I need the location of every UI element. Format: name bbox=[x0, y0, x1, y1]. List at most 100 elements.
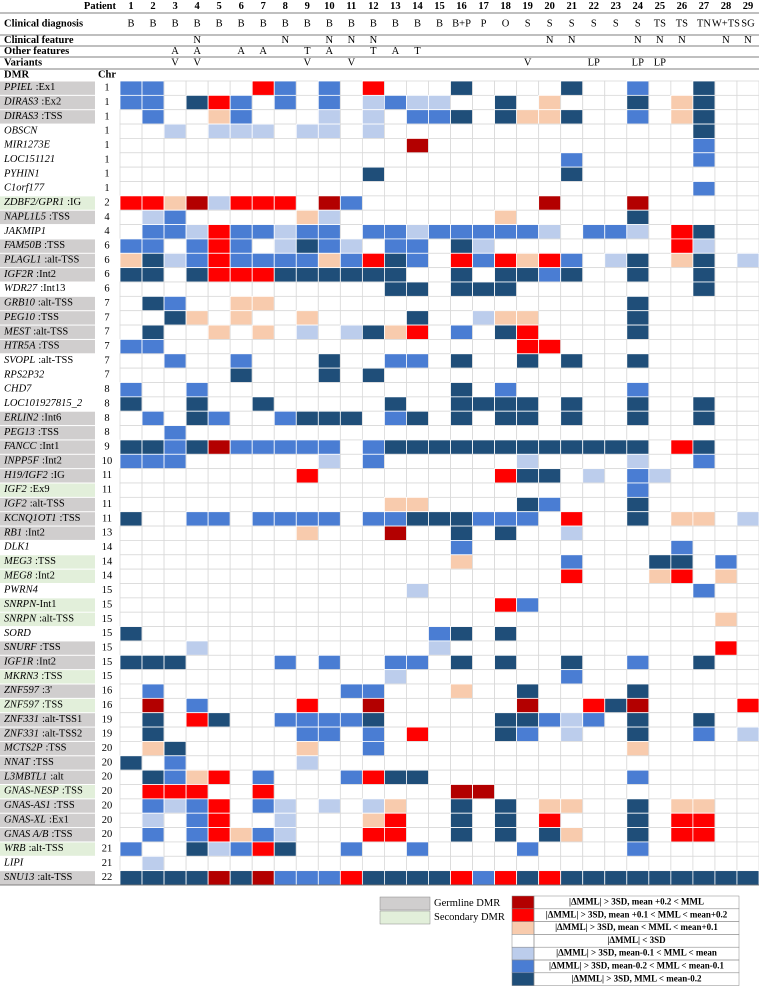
row-label-background bbox=[0, 268, 95, 282]
heatmap-cell bbox=[582, 597, 606, 613]
patient-number: 13 bbox=[390, 1, 401, 12]
heatmap-cell bbox=[295, 784, 319, 800]
heatmap-cell bbox=[538, 482, 562, 498]
heatmap-cell bbox=[428, 367, 451, 383]
heatmap-cell bbox=[229, 812, 253, 828]
heatmap-cell bbox=[273, 295, 297, 312]
heatmap-cell bbox=[428, 339, 451, 355]
heatmap-cell bbox=[736, 697, 759, 714]
heatmap-cell bbox=[119, 468, 143, 484]
heatmap-cell bbox=[295, 568, 319, 584]
heatmap-cell bbox=[450, 611, 473, 627]
heatmap-cell bbox=[295, 798, 319, 814]
gene-name: GNAS-NESP bbox=[4, 786, 59, 797]
heatmap-cell bbox=[472, 410, 495, 426]
region-name: :TSS bbox=[38, 427, 59, 438]
heatmap-cell bbox=[714, 683, 738, 699]
heatmap-cell bbox=[450, 453, 473, 470]
heatmap-cell bbox=[582, 697, 606, 714]
heatmap-cell bbox=[317, 611, 341, 627]
heatmap-cell bbox=[141, 224, 165, 240]
heatmap-cell bbox=[317, 195, 341, 211]
heatmap-cell bbox=[273, 654, 297, 671]
heatmap-cell bbox=[229, 726, 253, 742]
heatmap-cell bbox=[229, 224, 253, 240]
heatmap-cell bbox=[207, 712, 231, 728]
heatmap-cell bbox=[472, 568, 495, 584]
heatmap-cell bbox=[538, 683, 562, 699]
heatmap-cell bbox=[273, 583, 297, 599]
heatmap-cell bbox=[494, 812, 518, 828]
heatmap-cell bbox=[251, 410, 275, 426]
dmr-label: GNAS A/B:TSS bbox=[4, 829, 73, 840]
heatmap-cell bbox=[207, 310, 231, 326]
heatmap-cell bbox=[626, 769, 650, 785]
heatmap-cell bbox=[582, 224, 606, 240]
heatmap-cell bbox=[163, 496, 187, 513]
heatmap-cell bbox=[339, 166, 363, 182]
heatmap-cell bbox=[141, 841, 165, 857]
heatmap-cell bbox=[692, 755, 716, 771]
heatmap-cell bbox=[361, 138, 385, 154]
heatmap-cell bbox=[582, 339, 606, 355]
legend-label: |ΔMML| > 3SD, mean-0.2 < MML < mean-0.1 bbox=[549, 960, 724, 970]
heatmap-cell bbox=[736, 439, 759, 455]
legend-swatch bbox=[511, 895, 535, 910]
heatmap-cell bbox=[538, 827, 562, 843]
region-name: :IG bbox=[51, 470, 65, 481]
heatmap-cell bbox=[229, 741, 253, 757]
heatmap-cell bbox=[163, 109, 187, 125]
heatmap-cell bbox=[384, 324, 407, 340]
heatmap-cell bbox=[185, 540, 209, 556]
heatmap-cell bbox=[736, 310, 759, 326]
heatmap-cell bbox=[251, 252, 275, 269]
gene-name: PPIEL bbox=[3, 83, 33, 94]
heatmap-cell bbox=[273, 152, 297, 168]
heatmap-cell bbox=[361, 798, 385, 814]
heatmap-cell bbox=[251, 597, 275, 613]
heatmap-cell bbox=[582, 611, 606, 627]
heatmap-cell bbox=[163, 138, 187, 154]
chr-label: 8 bbox=[104, 398, 109, 409]
heatmap-cell bbox=[317, 209, 341, 225]
heatmap-cell bbox=[560, 80, 584, 96]
heatmap-cell bbox=[494, 123, 518, 139]
heatmap-cell bbox=[141, 439, 165, 455]
gene-name: PYHIN1 bbox=[3, 169, 40, 180]
header-value: N bbox=[744, 35, 752, 46]
heatmap-cell bbox=[626, 798, 650, 814]
heatmap-cell bbox=[428, 784, 451, 800]
heatmap-cell bbox=[339, 855, 363, 872]
heatmap-cell bbox=[604, 468, 628, 484]
heatmap-cell bbox=[384, 439, 407, 455]
heatmap-cell bbox=[714, 755, 738, 771]
heatmap-cell bbox=[472, 525, 495, 541]
heatmap-cell bbox=[141, 568, 165, 584]
heatmap-cell bbox=[494, 396, 518, 412]
heatmap-cell bbox=[582, 741, 606, 757]
region-name: :TSS bbox=[38, 312, 59, 323]
header-value: N bbox=[326, 35, 334, 46]
heatmap-cell bbox=[339, 382, 363, 398]
dmr-label: IGF2R:Int2 bbox=[3, 269, 56, 280]
heatmap-cell bbox=[207, 396, 231, 412]
heatmap-cell bbox=[692, 583, 716, 599]
heatmap-cell bbox=[317, 453, 341, 470]
heatmap-cell bbox=[560, 669, 584, 685]
heatmap-cell bbox=[185, 123, 209, 139]
heatmap-cell bbox=[516, 468, 540, 484]
patient-number: 19 bbox=[522, 1, 533, 12]
heatmap-cell bbox=[163, 669, 187, 685]
heatmap-cell bbox=[692, 669, 716, 685]
heatmap-cell bbox=[406, 511, 429, 527]
heatmap-cell bbox=[251, 870, 275, 886]
gene-name: IGF1R bbox=[3, 657, 34, 668]
heatmap-cell bbox=[317, 367, 341, 383]
chr-label: 20 bbox=[102, 815, 113, 826]
heatmap-cell bbox=[119, 540, 143, 556]
heatmap-cell bbox=[560, 568, 584, 584]
heatmap-cell bbox=[450, 784, 473, 800]
heatmap-cell bbox=[119, 310, 143, 326]
heatmap-cell bbox=[692, 181, 716, 197]
heatmap-cell bbox=[626, 540, 650, 556]
